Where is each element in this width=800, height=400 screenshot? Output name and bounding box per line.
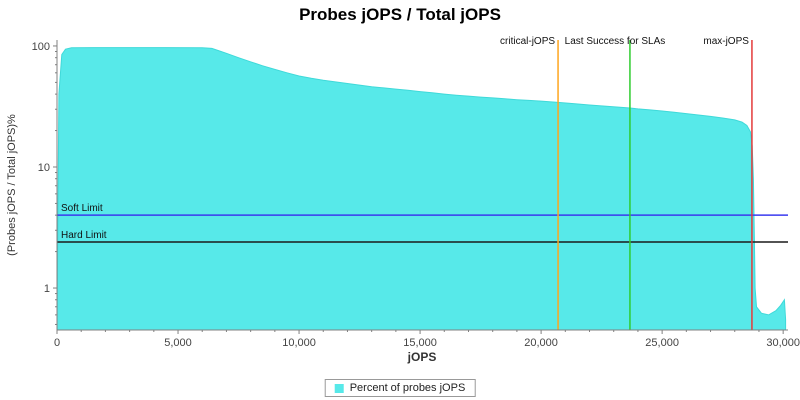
last-success-for-slas-label: Last Success for SLAs: [565, 36, 666, 47]
y-tick-label: 1: [44, 283, 50, 295]
legend: Percent of probes jOPS: [324, 379, 476, 397]
soft-limit-label: Soft Limit: [61, 203, 103, 214]
x-tick-label: 25,000: [645, 337, 679, 349]
y-tick-label: 10: [38, 162, 50, 174]
critical-jops-label: critical-jOPS: [500, 36, 555, 47]
x-tick-label: 30,000: [766, 337, 800, 349]
chart-title: Probes jOPS / Total jOPS: [299, 5, 501, 24]
y-tick-label: 100: [32, 41, 50, 53]
legend-label: Percent of probes jOPS: [349, 382, 466, 394]
area-series: [56, 47, 787, 331]
y-axis-label: (Probes jOPS / Total jOPS)%: [6, 114, 18, 256]
max-jops-label: max-jOPS: [703, 36, 749, 47]
x-tick-label: 20,000: [524, 337, 558, 349]
x-tick-label: 10,000: [282, 337, 316, 349]
x-tick-label: 15,000: [403, 337, 437, 349]
hard-limit-label: Hard Limit: [61, 230, 107, 241]
x-axis-label: jOPS: [407, 350, 437, 364]
x-tick-label: 0: [54, 337, 60, 349]
x-tick-label: 5,000: [164, 337, 192, 349]
legend-swatch: [334, 383, 344, 393]
